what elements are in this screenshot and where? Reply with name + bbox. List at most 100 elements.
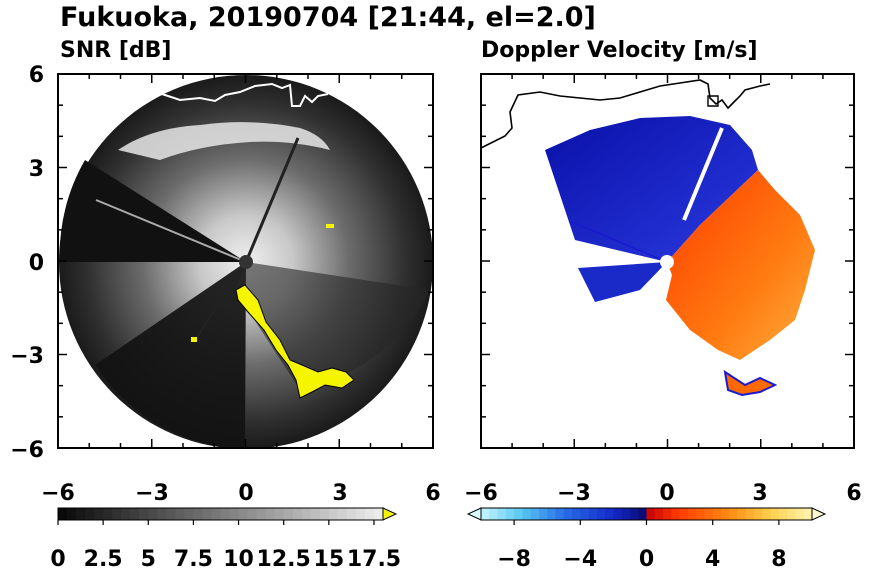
velocity-colorbar-cell xyxy=(563,508,573,520)
snr-colorbar-cell xyxy=(67,508,77,520)
snr-y-tick-label: −6 xyxy=(10,438,44,463)
snr-dark-sector-west xyxy=(59,160,247,262)
snr-colorbar-cell xyxy=(283,508,294,520)
snr-colorbar-cell xyxy=(166,508,176,520)
velocity-colorbar-cell xyxy=(762,508,772,520)
velocity-colorbar-cell xyxy=(629,508,639,520)
snr-colorbar-cell xyxy=(139,508,149,520)
snr-radar-center xyxy=(239,255,253,269)
velocity-coastline xyxy=(480,79,771,149)
velocity-colorbar-cell xyxy=(489,508,499,520)
velocity-colorbar-cell xyxy=(696,508,705,520)
snr-colorbar-tick-label: 0 xyxy=(50,547,65,570)
snr-colorbar-cell xyxy=(319,508,330,520)
velocity-colorbar-extend-max xyxy=(811,507,827,521)
snr-y-tick-label: 0 xyxy=(29,251,44,276)
velocity-tick-marks xyxy=(480,73,855,449)
snr-colorbar-cell xyxy=(148,508,158,520)
snr-colorbar-tick-label: 12.5 xyxy=(257,547,311,570)
snr-colorbar xyxy=(57,507,384,521)
velocity-colorbar-cell xyxy=(795,508,805,520)
velocity-colorbar-cell xyxy=(621,508,631,520)
snr-colorbar-cell xyxy=(202,508,212,520)
snr-dark-sector-southwest xyxy=(95,262,246,449)
velocity-colorbar-cell xyxy=(572,508,581,520)
snr-colorbar-tick-label: 17.5 xyxy=(347,547,401,570)
snr-colorbar-tick-label: 5 xyxy=(141,547,156,570)
snr-x-tick-label: 0 xyxy=(238,481,253,506)
snr-colorbar-cell xyxy=(157,508,167,520)
snr-blockage-line-1 xyxy=(244,137,300,263)
snr-saturation-flag xyxy=(235,284,355,399)
velocity-panel-title: Doppler Velocity [m/s] xyxy=(481,38,758,63)
velocity-coastline-island xyxy=(707,95,719,107)
snr-colorbar-cell xyxy=(220,508,231,520)
snr-saturation-speck-1 xyxy=(326,224,334,228)
velocity-colorbar-cell xyxy=(787,508,796,520)
velocity-colorbar-tick-label: 4 xyxy=(705,547,720,570)
snr-colorbar-cell xyxy=(193,508,203,520)
velocity-colorbar-extend-min xyxy=(466,507,482,521)
velocity-x-tick-label: 0 xyxy=(659,481,674,506)
snr-coastline xyxy=(161,82,329,107)
velocity-colorbar-tick-label: 0 xyxy=(639,547,654,570)
velocity-colorbar-cell xyxy=(596,508,606,520)
velocity-blockage-line xyxy=(682,127,724,221)
velocity-colorbar-cell xyxy=(679,508,689,520)
velocity-colorbar-cell xyxy=(613,508,623,520)
snr-y-tick-label: 3 xyxy=(29,157,44,182)
snr-colorbar-cell xyxy=(238,508,249,520)
velocity-colorbar-cell xyxy=(754,508,763,520)
snr-blockage-line-3 xyxy=(192,261,247,344)
snr-colorbar-cell xyxy=(85,508,95,520)
snr-colorbar-cell xyxy=(292,508,303,520)
velocity-x-tick-label: 6 xyxy=(846,481,861,506)
snr-colorbar-cell xyxy=(121,508,131,520)
velocity-colorbar xyxy=(480,507,813,521)
velocity-colorbar-cell xyxy=(514,508,523,520)
snr-x-tick-label: 6 xyxy=(425,481,440,506)
velocity-colorbar-cell xyxy=(638,508,647,520)
snr-colorbar-cell xyxy=(346,508,357,520)
snr-colorbar-tick-label: 2.5 xyxy=(84,547,123,570)
velocity-radar-center xyxy=(660,255,674,269)
velocity-colorbar-cell xyxy=(803,508,813,520)
velocity-colorbar-cell xyxy=(538,508,548,520)
snr-panel: SNR [dB] −6 −3 0 3 6 6 3 0 −3 − xyxy=(10,38,440,570)
snr-colorbar-cell xyxy=(328,508,339,520)
velocity-colorbar-cell xyxy=(481,508,490,520)
snr-colorbar-tick-label: 10 xyxy=(223,547,254,570)
snr-colorbar-tick-label: 7.5 xyxy=(174,547,213,570)
snr-x-tick-label: −6 xyxy=(41,481,75,506)
snr-colorbar-cell xyxy=(94,508,104,520)
snr-colorbar-cell xyxy=(247,508,258,520)
snr-colorbar-cell xyxy=(229,508,240,520)
velocity-colorbar-tick-label: −4 xyxy=(563,547,597,570)
snr-colorbar-extend-max xyxy=(382,507,398,521)
snr-colorbar-cell xyxy=(76,508,86,520)
velocity-x-tick-label: 3 xyxy=(752,481,767,506)
snr-colorbar-tick-label: 15 xyxy=(314,547,345,570)
snr-x-tick-label: −3 xyxy=(135,481,169,506)
snr-panel-title: SNR [dB] xyxy=(60,38,171,63)
velocity-positive-echo-south xyxy=(723,369,778,397)
velocity-colorbar-cell xyxy=(530,508,540,520)
snr-clutter-band xyxy=(118,122,330,160)
snr-colorbar-labels: 0 2.5 5 7.5 10 12.5 15 17.5 xyxy=(50,520,401,570)
velocity-negative-echo xyxy=(545,116,758,262)
velocity-colorbar-cell xyxy=(654,508,664,520)
velocity-colorbar-cell xyxy=(745,508,755,520)
snr-colorbar-cell xyxy=(355,508,366,520)
velocity-colorbar-cell xyxy=(555,508,565,520)
velocity-colorbar-cell xyxy=(588,508,598,520)
velocity-negative-echo-west xyxy=(578,262,667,302)
velocity-colorbar-tick-label: −8 xyxy=(497,547,531,570)
snr-colorbar-cell xyxy=(58,508,68,520)
velocity-colorbar-cell xyxy=(770,508,780,520)
snr-x-tick-label: 3 xyxy=(332,481,347,506)
snr-colorbar-cell xyxy=(373,508,384,520)
velocity-x-tick-label: −3 xyxy=(557,481,591,506)
velocity-colorbar-cell xyxy=(737,508,747,520)
velocity-x-tick-label: −6 xyxy=(464,481,498,506)
